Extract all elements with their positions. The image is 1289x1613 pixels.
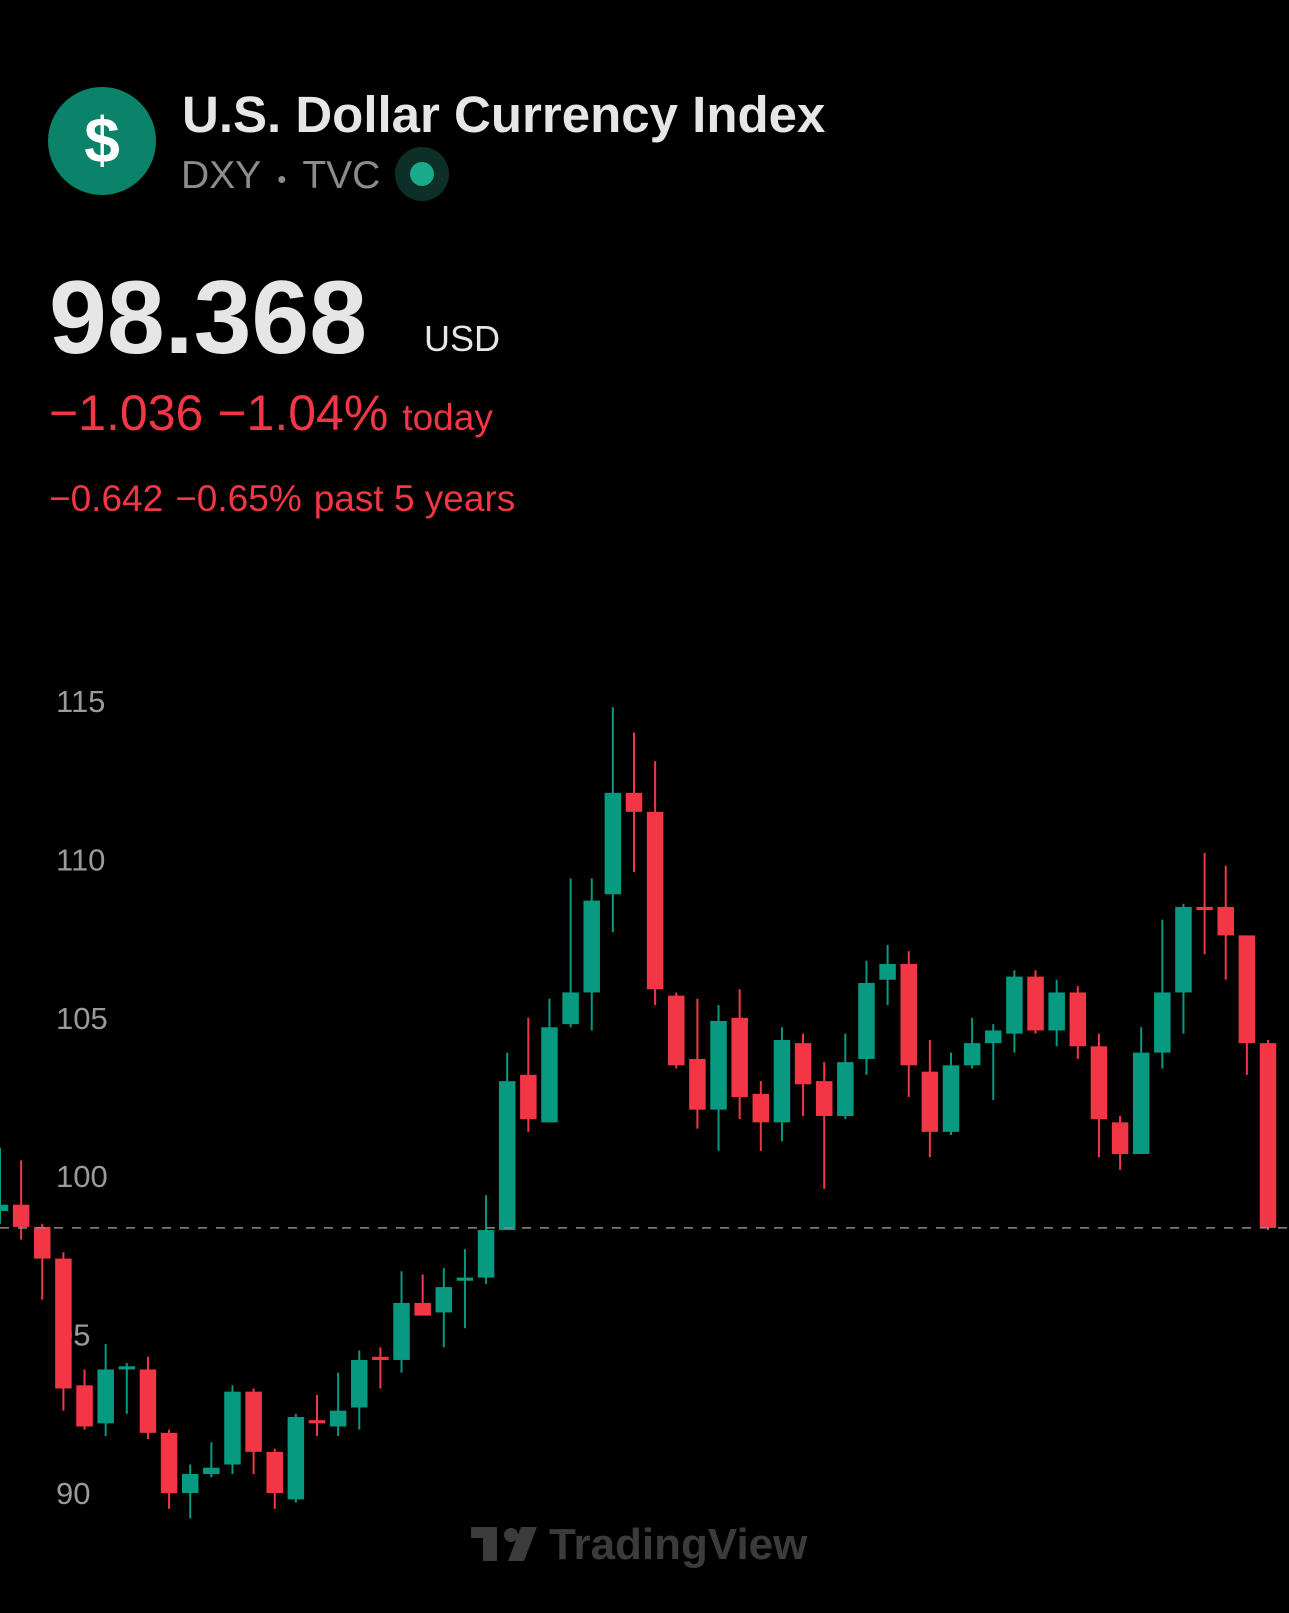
watermark-logo-slash <box>508 1527 537 1561</box>
candle-body <box>858 982 875 1059</box>
candle-body <box>1217 906 1234 936</box>
candle-body <box>308 1420 326 1424</box>
candle-body <box>393 1302 410 1360</box>
candle-body <box>1048 992 1065 1031</box>
logo <box>48 87 156 195</box>
candle-body <box>879 963 896 980</box>
candle-body <box>625 792 643 812</box>
candle-body <box>815 1081 833 1117</box>
candle-body <box>689 1058 706 1110</box>
symbol-line: DXY • TVC <box>181 154 380 197</box>
candle-body <box>160 1432 178 1494</box>
candle-body <box>203 1467 220 1475</box>
candle-body <box>1196 906 1213 911</box>
candle-body <box>372 1356 389 1360</box>
watermark-logo <box>471 1527 537 1561</box>
candle-body <box>1069 992 1087 1047</box>
candle-body <box>963 1043 981 1066</box>
candle-body <box>1238 935 1256 1044</box>
candle-body <box>0 1204 9 1212</box>
candle-body <box>541 1027 558 1123</box>
long-change-percent: −0.65% <box>175 478 302 519</box>
y-tick-label: 115 <box>56 684 105 719</box>
logo-symbol: $ <box>84 104 120 176</box>
change-percent: −1.04% <box>217 385 388 441</box>
candle-body <box>1132 1052 1150 1155</box>
candle-body <box>1259 1043 1277 1228</box>
candle-body <box>1111 1122 1129 1155</box>
candle-body <box>181 1474 199 1494</box>
candle-body <box>329 1410 347 1427</box>
candle-body <box>1006 976 1023 1034</box>
candle-body <box>921 1071 939 1132</box>
ticker: DXY <box>181 154 261 197</box>
price: 98.368 <box>49 260 367 376</box>
candle-body <box>287 1416 305 1500</box>
candle-body <box>837 1062 854 1117</box>
change-period: today <box>402 397 493 438</box>
candle-body <box>435 1287 453 1313</box>
candle-body <box>351 1359 368 1408</box>
candle-body <box>245 1391 262 1452</box>
candle-body <box>12 1204 30 1227</box>
candle-body <box>583 900 600 993</box>
long-change-value: −0.642 <box>49 478 163 519</box>
status-dot <box>410 162 434 186</box>
watermark-logo-stem <box>483 1527 497 1561</box>
candle-body <box>646 811 664 990</box>
candle-body <box>731 1017 748 1097</box>
candle-body <box>752 1093 770 1123</box>
candle-body <box>900 963 917 1066</box>
currency: USD <box>424 318 500 359</box>
today-change: −1.036 −1.04% today <box>49 385 493 441</box>
candle-body <box>414 1302 431 1316</box>
candle-body <box>1175 906 1192 993</box>
candle-body <box>604 792 622 895</box>
title: U.S. Dollar Currency Index <box>182 86 825 143</box>
candle-body <box>773 1039 791 1123</box>
candle-body <box>55 1258 72 1389</box>
y-tick-label: 110 <box>56 842 105 877</box>
candle-body <box>97 1369 114 1424</box>
candle-body <box>942 1065 960 1132</box>
long-change-period: past 5 years <box>314 478 516 519</box>
candle-body <box>985 1030 1002 1044</box>
candle-body <box>1090 1046 1108 1120</box>
candle-body <box>266 1451 283 1494</box>
candle-body <box>520 1074 537 1120</box>
candle-body <box>668 995 685 1066</box>
candle-body <box>139 1369 157 1433</box>
candle-body <box>562 992 579 1025</box>
candle-body <box>34 1226 51 1259</box>
candle-body <box>456 1277 474 1281</box>
candle-body <box>1154 992 1171 1053</box>
candle-body <box>118 1366 136 1370</box>
candle-body <box>794 1043 812 1085</box>
separator: • <box>277 164 286 194</box>
candle-body <box>1027 976 1044 1031</box>
y-tick-label: 100 <box>56 1159 108 1194</box>
candle-body <box>477 1230 495 1278</box>
y-tick-label: 105 <box>56 1001 108 1036</box>
candle-body <box>498 1081 516 1231</box>
candle-body <box>710 1020 727 1110</box>
watermark: TradingView <box>549 1520 808 1569</box>
watermark-logo-dot <box>504 1528 518 1542</box>
y-tick-label: 90 <box>56 1476 90 1511</box>
exchange: TVC <box>302 154 380 197</box>
candle-body <box>76 1385 93 1427</box>
candle-body <box>224 1391 241 1465</box>
change: −1.036 <box>49 385 203 441</box>
long-change: −0.642 −0.65% past 5 years <box>49 478 515 519</box>
